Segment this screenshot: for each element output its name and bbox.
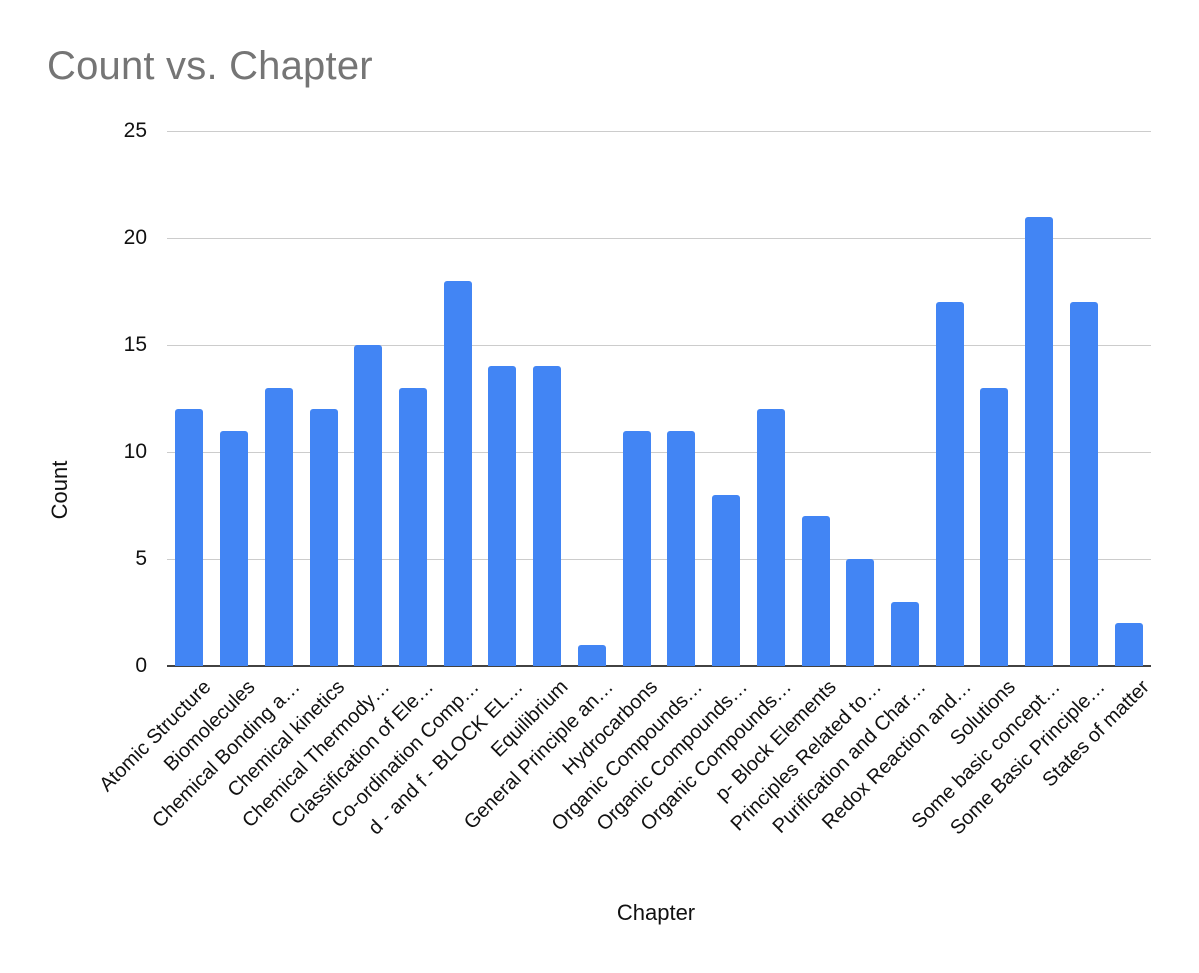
x-axis-baseline <box>167 665 1151 667</box>
y-tick-label: 20 <box>123 226 147 249</box>
bar <box>1069 302 1098 666</box>
chart-title: Count vs. Chapter <box>47 44 373 88</box>
bar <box>220 430 249 666</box>
bar <box>756 409 785 666</box>
gridline <box>167 451 1151 453</box>
y-tick-label: 5 <box>135 547 147 570</box>
bar <box>667 430 696 666</box>
gridline <box>167 558 1151 560</box>
x-axis-title: Chapter <box>616 900 696 925</box>
bar <box>891 601 919 666</box>
y-tick-label: 10 <box>123 440 147 463</box>
gridline <box>167 237 1151 239</box>
bar <box>264 387 293 666</box>
y-tick-label: 15 <box>123 333 147 356</box>
bar <box>488 366 517 666</box>
bar <box>443 280 472 666</box>
bar <box>935 302 964 666</box>
bar <box>399 387 427 666</box>
bar <box>577 644 606 666</box>
bar <box>354 345 383 666</box>
gridline <box>167 130 1151 132</box>
bar <box>1025 216 1054 666</box>
y-tick-label: 25 <box>123 119 147 142</box>
bar <box>309 409 338 666</box>
bar <box>175 409 204 666</box>
y-tick-label: 0 <box>135 654 147 677</box>
gridline <box>167 344 1151 346</box>
bar <box>622 430 651 666</box>
bar <box>1114 623 1143 666</box>
bar <box>712 494 741 666</box>
bar <box>533 366 562 666</box>
bar <box>980 387 1009 666</box>
bar <box>846 559 875 666</box>
bar <box>801 516 830 666</box>
